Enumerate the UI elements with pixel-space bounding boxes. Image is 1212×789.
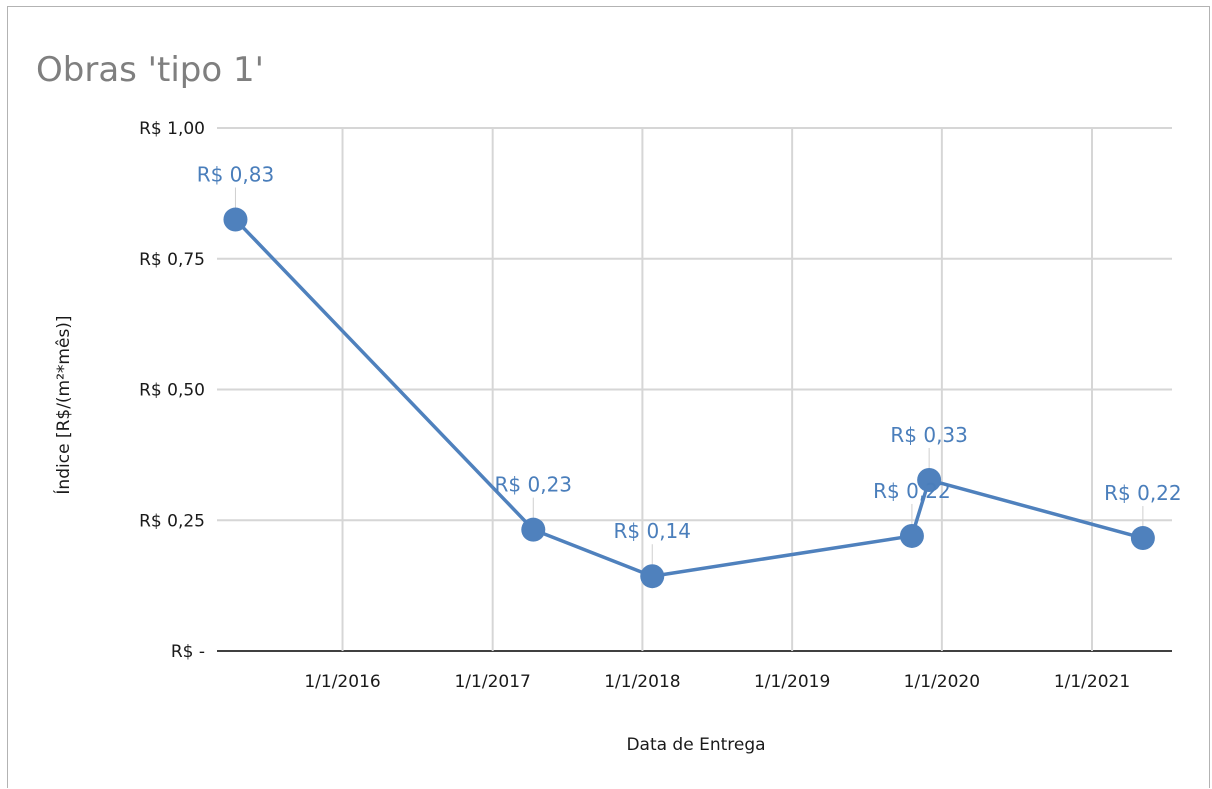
- data-labels: R$ 0,83 R$ 0,23 R$ 0,14 R$ 0,22 R$ 0,33 R$ 0,…: [197, 163, 1182, 544]
- x-axis-tick-labels: 1/1/2016 1/1/2017 1/1/2018 1/1/2019 1/1/2020…: [304, 672, 1130, 692]
- data-label: R$ 0,23: [495, 473, 573, 497]
- chart-frame: [7, 6, 1210, 788]
- horizontal-gridlines: [217, 127, 1172, 652]
- vertical-gridlines: [341, 128, 1094, 651]
- chart-title: Obras 'tipo 1': [36, 50, 264, 90]
- data-label: R$ 0,22: [1104, 481, 1182, 505]
- y-tick-label: R$ -: [171, 642, 205, 662]
- x-tick-label: 1/1/2018: [604, 672, 680, 692]
- data-point[interactable]: [1130, 526, 1155, 551]
- data-label: R$ 0,22: [873, 479, 951, 503]
- data-markers: [223, 207, 1155, 589]
- data-label: R$ 0,14: [613, 519, 691, 543]
- x-axis-title: Data de Entrega: [626, 735, 765, 755]
- y-tick-label: R$ 0,25: [139, 511, 205, 531]
- data-label-leader-lines: [234, 187, 1144, 565]
- series-line: [234, 218, 1144, 578]
- x-tick-label: 1/1/2017: [454, 672, 530, 692]
- data-point[interactable]: [521, 517, 546, 542]
- y-axis-tick-labels: R$ - R$ 0,25 R$ 0,50 R$ 0,75 R$ 1,00: [139, 119, 205, 662]
- x-tick-label: 1/1/2019: [754, 672, 830, 692]
- data-point[interactable]: [640, 564, 665, 589]
- data-label: R$ 0,33: [890, 423, 968, 447]
- data-point[interactable]: [223, 207, 248, 232]
- data-label: R$ 0,83: [197, 163, 275, 187]
- x-tick-label: 1/1/2016: [304, 672, 380, 692]
- data-point[interactable]: [899, 523, 924, 548]
- y-tick-label: R$ 0,50: [139, 381, 205, 401]
- y-axis-title: Índice [R$/(m²*mês)]: [52, 315, 74, 494]
- x-tick-label: 1/1/2020: [904, 672, 980, 692]
- y-tick-label: R$ 1,00: [139, 119, 205, 139]
- y-tick-label: R$ 0,75: [139, 250, 205, 270]
- data-point[interactable]: [917, 467, 942, 492]
- x-tick-label: 1/1/2021: [1054, 672, 1130, 692]
